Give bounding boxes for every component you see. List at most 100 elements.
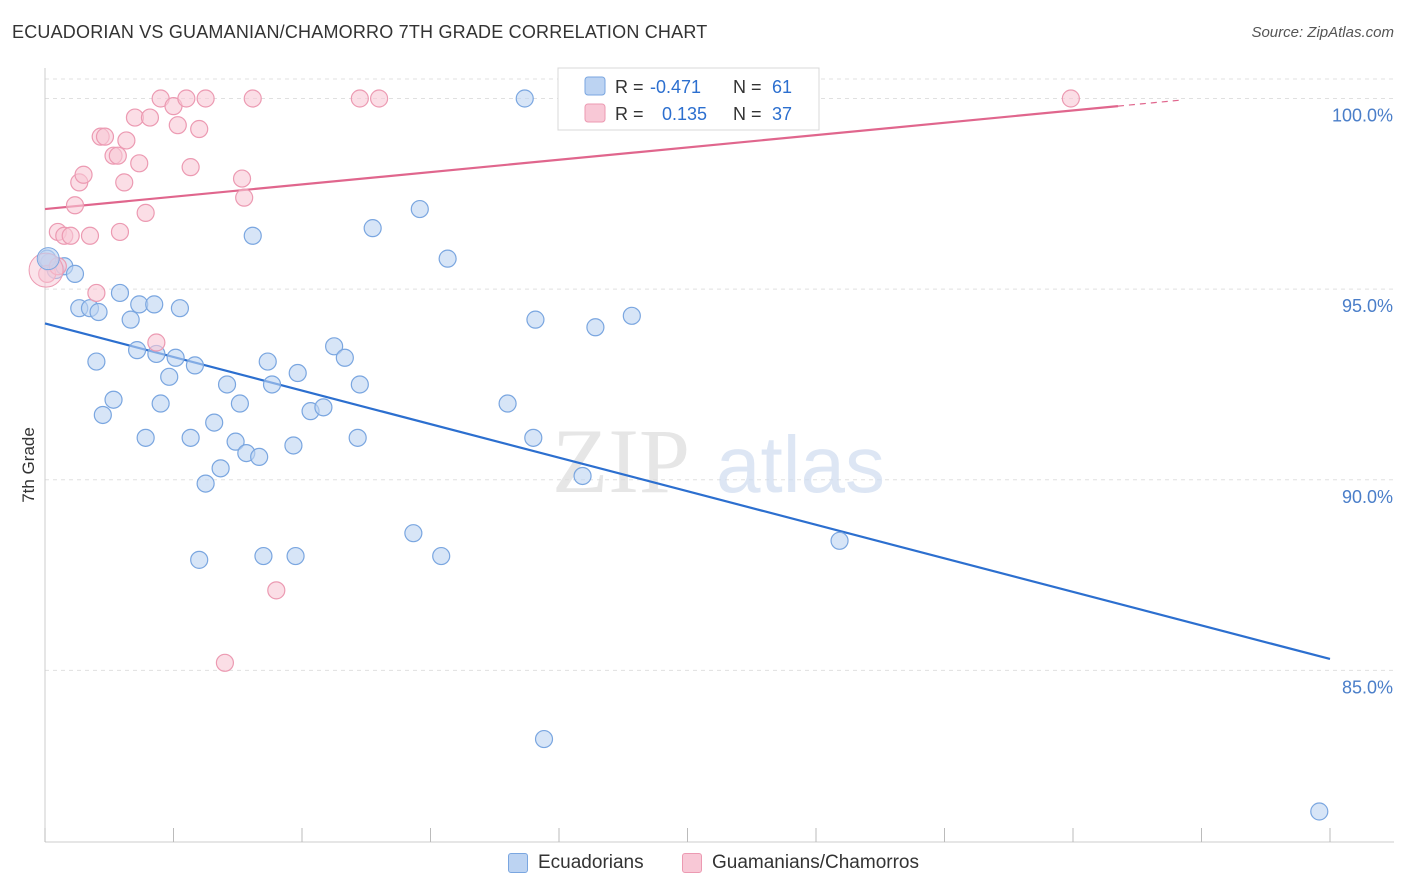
data-point-blue (166, 348, 185, 367)
data-point-blue (104, 390, 123, 409)
data-point-blue (432, 546, 451, 566)
data-point-blue (258, 352, 277, 371)
trend-lines (44, 99, 1331, 661)
data-point-pink (110, 222, 130, 242)
data-point-pink (243, 89, 262, 108)
data-point-blue (1310, 802, 1329, 821)
legend-label-guamanians: Guamanians/Chamorros (712, 852, 919, 873)
data-point-blue (36, 247, 60, 271)
data-point-pink (95, 127, 115, 146)
data-point-blue (170, 299, 190, 318)
data-point-blue (573, 466, 592, 486)
data-point-pink (181, 158, 200, 177)
trend-line-extension-pink (1117, 99, 1181, 107)
y-axis-label: 7th Grade (19, 427, 38, 503)
y-tick-label: 100.0% (1332, 106, 1393, 126)
data-point-blue (185, 356, 205, 375)
y-tick-label: 90.0% (1342, 487, 1393, 507)
data-point-blue (254, 546, 273, 566)
legend-item-ecuadorians[interactable]: Ecuadorians (508, 852, 644, 874)
legend-swatch-pink (584, 103, 606, 123)
data-point-blue (524, 428, 543, 447)
legend-r-label-1: R = (615, 77, 644, 97)
legend-n-value-1: 61 (772, 77, 792, 97)
trend-line-pink (44, 105, 1119, 211)
data-point-pink (117, 131, 136, 150)
data-point-blue (250, 447, 269, 467)
data-point-blue (314, 398, 333, 417)
data-point-blue (286, 546, 305, 566)
y-tick-labels: 85.0% 90.0% 95.0% 100.0% (1332, 106, 1393, 698)
data-point-pink (1061, 89, 1080, 108)
data-point-blue (217, 375, 237, 394)
data-point-pink (65, 196, 85, 215)
data-point-pink (370, 89, 389, 108)
data-point-blue (622, 306, 641, 325)
data-point-pink (177, 89, 196, 108)
data-point-blue (205, 413, 224, 432)
data-point-blue (211, 459, 230, 478)
data-point-blue (350, 375, 369, 394)
legend-n-value-2: 37 (772, 104, 792, 124)
data-point-blue (181, 428, 200, 447)
data-point-pink (136, 203, 155, 222)
axes (44, 68, 1394, 843)
data-point-blue (190, 550, 209, 569)
data-point-pink (80, 226, 100, 245)
legend-swatch-blue (584, 76, 606, 96)
data-point-blue (438, 249, 457, 268)
data-point-blue (410, 199, 429, 219)
data-point-blue (160, 367, 179, 386)
grid-lines (45, 78, 1394, 671)
y-tick-label: 95.0% (1342, 296, 1393, 316)
y-tick-label: 85.0% (1342, 677, 1393, 697)
data-point-pink (350, 89, 369, 108)
data-point-pink (267, 581, 286, 600)
data-point-blue (89, 302, 108, 322)
legend-label-ecuadorians: Ecuadorians (538, 852, 644, 873)
data-point-blue (348, 428, 367, 447)
data-point-blue (226, 432, 245, 451)
correlation-legend: R = -0.471 N = 61 R = 0.135 N = 37 (557, 67, 820, 131)
trend-line-blue (44, 322, 1331, 661)
data-point-blue (586, 318, 605, 337)
data-point-blue (830, 531, 849, 550)
data-point-pink (168, 116, 187, 135)
data-point-pink (190, 119, 209, 139)
data-point-blue (65, 264, 85, 283)
data-point-blue (363, 219, 382, 238)
legend-item-guamanians[interactable]: Guamanians/Chamorros (682, 852, 919, 874)
data-point-blue (325, 337, 344, 356)
watermark-atlas: atlas (716, 420, 885, 509)
data-point-pink (61, 226, 80, 245)
data-point-blue (151, 394, 170, 413)
data-point-blue (284, 436, 303, 455)
chart-title: ECUADORIAN VS GUAMANIAN/CHAMORRO 7TH GRA… (12, 22, 708, 42)
data-point-blue (515, 89, 534, 108)
legend-n-label-2: N = (733, 104, 762, 124)
legend-swatch-guamanians (682, 853, 702, 873)
data-point-pink (232, 169, 252, 188)
data-point-blue (335, 348, 354, 367)
data-point-blue (288, 363, 307, 383)
data-point-pink (196, 89, 215, 108)
data-point-pink (87, 283, 106, 303)
data-point-pink (115, 173, 134, 192)
data-point-pink (235, 188, 254, 207)
data-point-pink (215, 653, 234, 672)
data-point-blue (196, 474, 215, 493)
data-point-blue (145, 295, 164, 314)
legend-r-value-2: 0.135 (662, 104, 707, 124)
data-point-blue (262, 375, 282, 394)
data-point-pink (147, 333, 166, 352)
data-points (28, 89, 1329, 821)
watermark: ZIP atlas (552, 410, 885, 512)
chart-source: Source: ZipAtlas.com (1251, 24, 1394, 41)
data-point-blue (93, 405, 112, 425)
data-point-blue (136, 428, 155, 447)
series-legend: Ecuadorians Guamanians/Chamorros (0, 852, 1406, 878)
legend-swatch-ecuadorians (508, 853, 528, 873)
scatter-plot: ZIP atlas 7th Grade 85.0% 90.0% 95.0% 100.0… (19, 67, 1394, 843)
data-point-blue (534, 729, 554, 749)
data-point-blue (498, 394, 517, 413)
